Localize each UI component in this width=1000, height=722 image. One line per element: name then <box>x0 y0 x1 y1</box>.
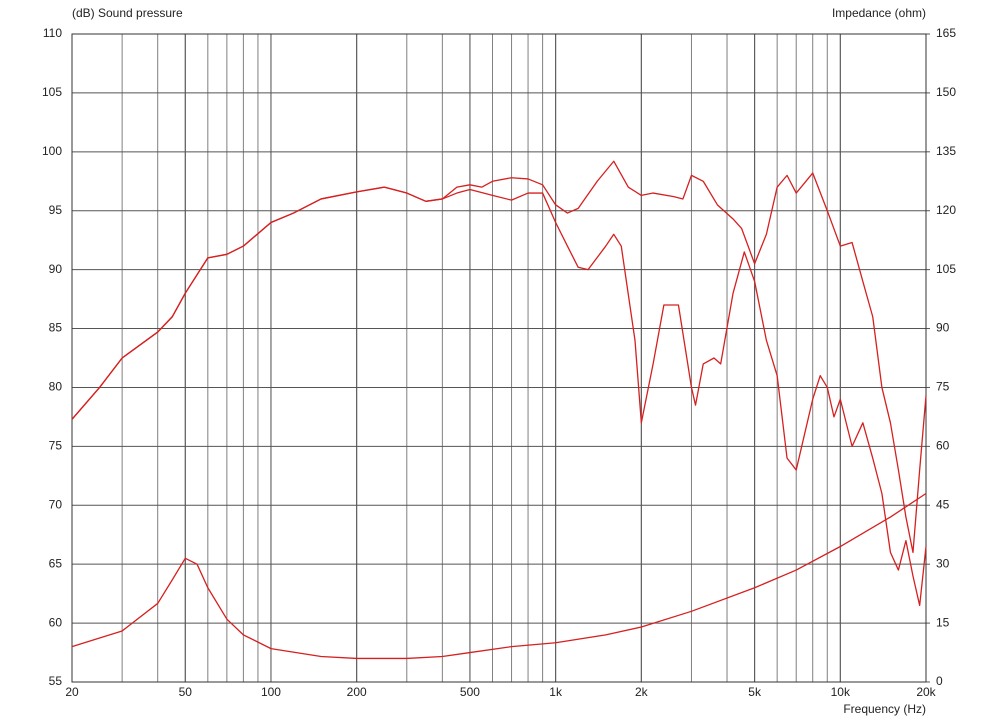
y2-tick-label: 30 <box>936 556 950 570</box>
x-tick-label: 1k <box>549 685 563 699</box>
x-tick-label: 500 <box>460 685 480 699</box>
y2-tick-label: 90 <box>936 321 950 335</box>
y-axis-label: (dB) Sound pressure <box>72 6 183 20</box>
y2-tick-label: 135 <box>936 144 956 158</box>
y-tick-label: 60 <box>49 615 63 629</box>
y-tick-label: 90 <box>49 262 63 276</box>
y-tick-label: 85 <box>49 321 63 335</box>
plot-frame <box>71 33 927 683</box>
y2-tick-label: 165 <box>936 26 956 40</box>
x-tick-label: 2k <box>635 685 649 699</box>
y-tick-label: 110 <box>43 26 62 40</box>
y2-tick-label: 150 <box>936 85 956 99</box>
x-tick-label: 200 <box>347 685 367 699</box>
x-tick-label: 50 <box>179 685 193 699</box>
y2-tick-label: 75 <box>936 380 950 394</box>
series-line <box>71 186 927 607</box>
y-tick-label: 65 <box>49 556 63 570</box>
x-tick-label: 100 <box>261 685 281 699</box>
x-tick-label: 20k <box>916 685 936 699</box>
x-axis-label: Frequency (Hz) <box>843 702 926 716</box>
y2-axis-label: Impedance (ohm) <box>832 6 926 20</box>
y2-tick-label: 15 <box>936 615 950 629</box>
y-tick-label: 95 <box>49 203 63 217</box>
y-tick-label: 80 <box>49 380 63 394</box>
x-tick-label: 10k <box>831 685 851 699</box>
y2-tick-label: 120 <box>936 203 956 217</box>
y2-tick-label: 105 <box>936 262 956 276</box>
y-tick-label: 75 <box>49 439 63 453</box>
y-tick-label: 70 <box>49 497 63 511</box>
y-tick-label: 55 <box>49 674 63 688</box>
y-tick-label: 100 <box>42 144 62 158</box>
x-tick-label: 5k <box>748 685 762 699</box>
x-tick-label: 20 <box>65 685 79 699</box>
y2-tick-label: 45 <box>936 497 950 511</box>
y2-tick-label: 0 <box>936 674 943 688</box>
y2-tick-label: 60 <box>936 439 950 453</box>
series-line <box>71 492 927 660</box>
y-tick-label: 105 <box>42 85 62 99</box>
